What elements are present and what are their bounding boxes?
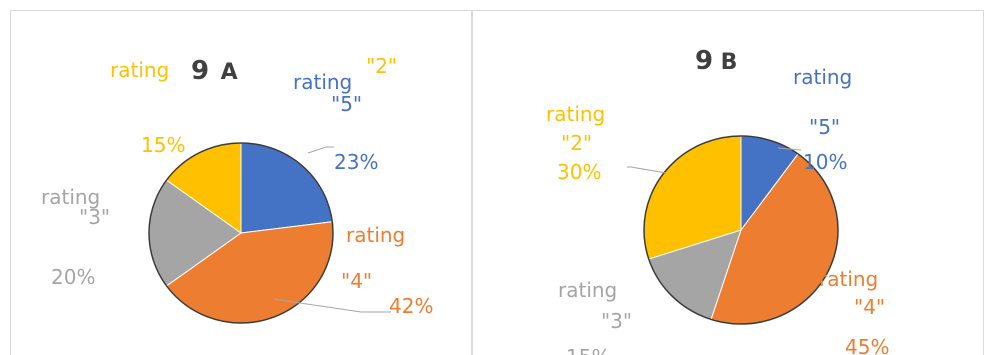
slice-label-b-3-pct: 15% (566, 345, 610, 355)
pie-chart-a: 9 A rating "2" 15% rating "5" 23% rating… (41, 54, 433, 324)
slice-label-b-4-name: rating (819, 267, 878, 291)
slice-label-a-5-quote: "5" (331, 92, 362, 116)
slice-label-a-3-quote: "3" (79, 205, 110, 229)
pie-chart-b: 9 B rating "5" 10% rating "2" 30% rating… (546, 46, 889, 355)
slice-label-a-4-pct: 42% (389, 294, 433, 318)
slice-label-a-5-name: rating (293, 70, 352, 94)
slice-label-b-5-pct: 10% (803, 150, 847, 174)
slice-label-a-3-pct: 20% (51, 265, 95, 289)
slice-label-a-2-pct: 15% (141, 133, 185, 157)
leader-lines-a (272, 146, 391, 313)
slice-label-a-3-name: rating (41, 185, 100, 209)
leader-lines-b (627, 147, 802, 174)
leader-line-a-5 (307, 146, 334, 154)
chart-title-a: 9 A (191, 56, 238, 86)
title-letter-a: A (221, 60, 238, 85)
leader-line-b-2 (627, 166, 667, 174)
slice-label-a-2-name: rating (110, 58, 169, 82)
slice-label-a-4-quote: "4" (341, 269, 372, 293)
chart-title-b: 9 B (695, 46, 737, 76)
title-number-a: 9 (191, 56, 209, 86)
slice-label-b-4-quote: "4" (854, 295, 885, 319)
pie-rim-b (643, 135, 839, 325)
title-number-b: 9 (695, 46, 713, 76)
chart-panel-b: 9 B rating "5" 10% rating "2" 30% rating… (472, 10, 984, 355)
slice-label-b-2-quote: "2" (561, 131, 592, 155)
pie-rim-a (148, 142, 334, 324)
title-letter-b: B (721, 50, 738, 75)
slice-label-b-3-name: rating (558, 278, 617, 302)
chart-panel-a: 9 A rating "2" 15% rating "5" 23% rating… (10, 10, 472, 355)
slices-b (643, 135, 839, 325)
slice-label-a-5-pct: 23% (334, 150, 378, 174)
slice-label-b-5-quote: "5" (809, 115, 840, 139)
slice-label-a-4-name: rating (346, 223, 405, 247)
pie-slice-a-0 (240, 142, 333, 234)
slice-label-b-3-quote: "3" (601, 309, 632, 333)
leader-line-b-5 (777, 147, 802, 151)
slice-label-b-2-name: rating (546, 102, 605, 126)
slice-label-b-2-pct: 30% (557, 160, 601, 184)
slice-label-b-5-name: rating (793, 65, 852, 89)
slices-a (148, 142, 334, 324)
slice-label-b-4-pct: 45% (845, 335, 889, 355)
slice-label-a-2-quote: "2" (366, 54, 397, 78)
leader-line-a-4 (272, 298, 391, 313)
